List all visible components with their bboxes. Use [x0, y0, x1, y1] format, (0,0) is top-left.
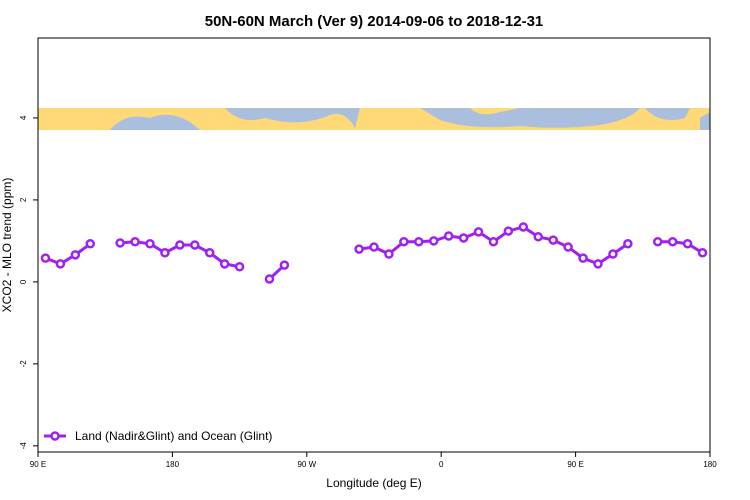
- point: [219, 259, 230, 269]
- x-tick-label: 180: [703, 460, 717, 469]
- point: [279, 260, 290, 270]
- point: [488, 236, 499, 247]
- x-tick-label: 90 E: [30, 460, 46, 469]
- x-tick-label: 90 E: [567, 460, 583, 469]
- point: [384, 249, 394, 259]
- x-axis-title: Longitude (deg E): [326, 476, 421, 490]
- chart-title: 50N-60N March (Ver 9) 2014-09-06 to 2018…: [205, 13, 544, 30]
- legend-marker: [50, 431, 60, 441]
- point: [369, 242, 379, 252]
- point: [682, 239, 693, 249]
- point: [652, 236, 663, 247]
- y-tick-label: -2: [19, 360, 28, 368]
- plot-frame: [37, 37, 711, 453]
- point: [85, 239, 96, 249]
- legend-label: Land (Nadir&Glint) and Ocean (Glint): [75, 429, 272, 443]
- point: [354, 244, 364, 254]
- y-tick-label: -4: [19, 442, 28, 450]
- point: [458, 233, 469, 243]
- point: [234, 261, 245, 272]
- point: [190, 240, 200, 250]
- point: [55, 259, 66, 269]
- series-line: [44, 225, 704, 281]
- point: [160, 248, 170, 258]
- x-tick-label: 90 W: [297, 460, 316, 469]
- y-tick-label: 4: [19, 115, 28, 120]
- point: [175, 240, 185, 250]
- y-axis-title: XCO2 - MLO trend (ppm): [0, 178, 14, 313]
- point: [204, 248, 215, 258]
- point: [443, 231, 454, 241]
- point: [40, 253, 51, 263]
- point: [623, 239, 633, 249]
- map-strip: [38, 108, 710, 130]
- x-tick-label: 0: [439, 460, 444, 469]
- point: [414, 236, 424, 247]
- point: [428, 236, 439, 246]
- point: [399, 236, 409, 247]
- point: [145, 239, 155, 249]
- point: [130, 236, 140, 247]
- point: [548, 235, 558, 245]
- point: [608, 249, 618, 259]
- x-tick-label: 180: [166, 460, 180, 469]
- point: [503, 226, 514, 236]
- point: [115, 238, 125, 248]
- y-tick-label: 0: [19, 279, 28, 284]
- point: [533, 232, 544, 242]
- point: [473, 227, 484, 237]
- point: [70, 250, 81, 260]
- point: [264, 274, 275, 284]
- point: [518, 222, 529, 232]
- point: [578, 253, 588, 263]
- y-tick-label: 2: [19, 197, 28, 202]
- point: [563, 242, 573, 252]
- point: [667, 236, 678, 247]
- point: [593, 259, 603, 269]
- point: [697, 248, 708, 258]
